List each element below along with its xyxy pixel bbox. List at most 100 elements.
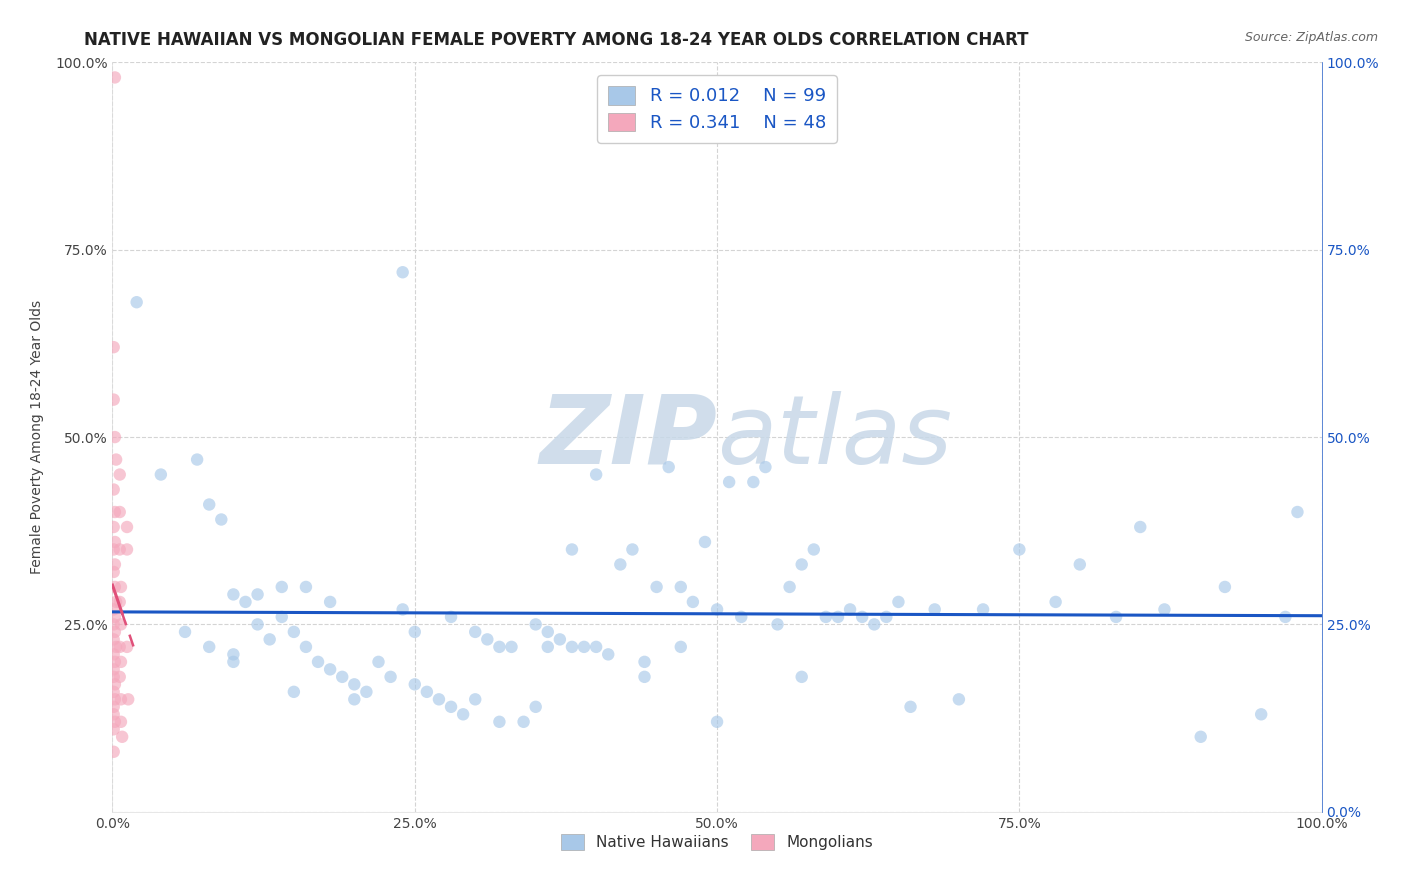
Point <box>440 699 463 714</box>
Point <box>108 640 131 654</box>
Point <box>427 692 450 706</box>
Point <box>827 610 849 624</box>
Point <box>718 475 741 489</box>
Point <box>621 542 644 557</box>
Point <box>174 624 197 639</box>
Point <box>105 452 128 467</box>
Point <box>110 580 132 594</box>
Point <box>319 662 342 676</box>
Point <box>186 452 208 467</box>
Point <box>706 714 728 729</box>
Point <box>108 467 131 482</box>
Point <box>104 430 127 444</box>
Point <box>103 723 125 737</box>
Text: atlas: atlas <box>717 391 952 483</box>
Point <box>1274 610 1296 624</box>
Point <box>270 580 292 594</box>
Point <box>117 692 139 706</box>
Point <box>283 685 305 699</box>
Point <box>367 655 389 669</box>
Point <box>343 692 366 706</box>
Point <box>501 640 523 654</box>
Point <box>103 483 125 497</box>
Point <box>307 655 329 669</box>
Point <box>548 632 571 647</box>
Point <box>125 295 148 310</box>
Point <box>104 580 127 594</box>
Point <box>103 392 125 407</box>
Point <box>1286 505 1309 519</box>
Text: ZIP: ZIP <box>538 391 717 483</box>
Point <box>512 714 534 729</box>
Point <box>875 610 897 624</box>
Point <box>1069 558 1091 572</box>
Point <box>246 587 269 601</box>
Point <box>330 670 353 684</box>
Point <box>730 610 752 624</box>
Point <box>108 595 131 609</box>
Point <box>283 624 305 639</box>
Point <box>115 520 138 534</box>
Point <box>115 542 138 557</box>
Point <box>524 617 547 632</box>
Point <box>693 535 716 549</box>
Point <box>198 498 221 512</box>
Point <box>585 640 607 654</box>
Point <box>104 610 127 624</box>
Point <box>863 617 886 632</box>
Point <box>104 558 127 572</box>
Point <box>851 610 873 624</box>
Point <box>295 640 318 654</box>
Point <box>391 602 413 616</box>
Point <box>524 699 547 714</box>
Point <box>103 632 125 647</box>
Point <box>609 558 631 572</box>
Point <box>766 617 789 632</box>
Point <box>682 595 704 609</box>
Point <box>246 617 269 632</box>
Point <box>1008 542 1031 557</box>
Point <box>222 655 245 669</box>
Point <box>108 542 131 557</box>
Point <box>790 558 813 572</box>
Point <box>1105 610 1128 624</box>
Point <box>103 670 125 684</box>
Point <box>754 460 776 475</box>
Point <box>537 640 560 654</box>
Point <box>110 617 132 632</box>
Point <box>572 640 595 654</box>
Text: NATIVE HAWAIIAN VS MONGOLIAN FEMALE POVERTY AMONG 18-24 YEAR OLDS CORRELATION CH: NATIVE HAWAIIAN VS MONGOLIAN FEMALE POVE… <box>84 31 1029 49</box>
Point <box>1129 520 1152 534</box>
Point <box>477 632 499 647</box>
Point <box>900 699 922 714</box>
Point <box>103 520 125 534</box>
Point <box>561 542 583 557</box>
Point <box>104 535 127 549</box>
Point <box>103 745 125 759</box>
Point <box>440 610 463 624</box>
Point <box>111 730 134 744</box>
Point <box>103 699 125 714</box>
Point <box>790 670 813 684</box>
Point <box>108 505 131 519</box>
Point <box>706 602 728 616</box>
Text: Source: ZipAtlas.com: Source: ZipAtlas.com <box>1244 31 1378 45</box>
Point <box>270 610 292 624</box>
Point <box>1250 707 1272 722</box>
Point <box>669 640 692 654</box>
Point <box>103 340 125 354</box>
Point <box>1189 730 1212 744</box>
Point <box>295 580 318 594</box>
Point <box>356 685 378 699</box>
Point <box>319 595 342 609</box>
Point <box>1045 595 1067 609</box>
Y-axis label: Female Poverty Among 18-24 Year Olds: Female Poverty Among 18-24 Year Olds <box>30 300 44 574</box>
Point <box>110 714 132 729</box>
Point <box>779 580 801 594</box>
Point <box>887 595 910 609</box>
Point <box>235 595 257 609</box>
Point <box>222 587 245 601</box>
Point <box>464 692 486 706</box>
Point <box>209 512 232 526</box>
Point <box>464 624 486 639</box>
